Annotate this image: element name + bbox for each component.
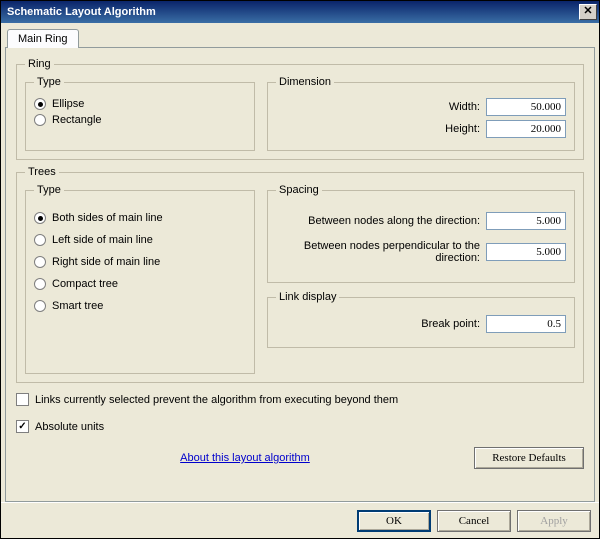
trees-smart-label: Smart tree	[52, 300, 103, 312]
link-display-group: Link display Break point: 0.5	[267, 291, 575, 348]
ring-type-legend: Type	[34, 76, 64, 88]
ring-type-rectangle-option[interactable]: Rectangle	[34, 114, 246, 126]
break-point-input[interactable]: 0.5	[486, 315, 566, 333]
close-button[interactable]: ✕	[579, 4, 597, 20]
height-input[interactable]: 20.000	[486, 120, 566, 138]
dialog-window: Schematic Layout Algorithm ✕ Main Ring R…	[0, 0, 600, 539]
radio-icon	[34, 98, 46, 110]
ring-dimension-group: Dimension Width: 50.000 Height: 20.000	[267, 76, 575, 151]
absolute-checkbox-row[interactable]: Absolute units	[16, 420, 584, 433]
spacing-along-label: Between nodes along the direction:	[276, 215, 486, 227]
radio-icon	[34, 114, 46, 126]
width-input[interactable]: 50.000	[486, 98, 566, 116]
radio-icon	[34, 212, 46, 224]
trees-type-legend: Type	[34, 184, 64, 196]
link-display-legend: Link display	[276, 291, 339, 303]
trees-type-group: Type Both sides of main line Left side o…	[25, 184, 255, 374]
dialog-body: Main Ring Ring Type Ellipse Rectangle	[1, 23, 599, 502]
ring-type-group: Type Ellipse Rectangle	[25, 76, 255, 151]
panel-footer: About this layout algorithm Restore Defa…	[16, 447, 584, 469]
trees-right-label: Right side of main line	[52, 256, 160, 268]
ring-dimension-legend: Dimension	[276, 76, 334, 88]
trees-left-label: Left side of main line	[52, 234, 153, 246]
checkbox-icon	[16, 420, 29, 433]
apply-button[interactable]: Apply	[517, 510, 591, 532]
spacing-legend: Spacing	[276, 184, 322, 196]
trees-legend: Trees	[25, 166, 59, 178]
break-point-label: Break point:	[276, 318, 486, 330]
about-link[interactable]: About this layout algorithm	[180, 452, 310, 464]
prevent-label: Links currently selected prevent the alg…	[35, 394, 398, 406]
trees-type-left-option[interactable]: Left side of main line	[34, 234, 246, 246]
trees-compact-label: Compact tree	[52, 278, 118, 290]
spacing-perp-label: Between nodes perpendicular to the direc…	[276, 240, 486, 264]
ok-button[interactable]: OK	[357, 510, 431, 532]
radio-icon	[34, 278, 46, 290]
ring-ellipse-label: Ellipse	[52, 98, 84, 110]
trees-type-both-option[interactable]: Both sides of main line	[34, 212, 246, 224]
height-label: Height:	[276, 123, 480, 135]
window-title: Schematic Layout Algorithm	[7, 6, 579, 18]
ring-group: Ring Type Ellipse Rectangle	[16, 58, 584, 160]
ring-type-ellipse-option[interactable]: Ellipse	[34, 98, 246, 110]
trees-type-right-option[interactable]: Right side of main line	[34, 256, 246, 268]
trees-type-smart-option[interactable]: Smart tree	[34, 300, 246, 312]
trees-both-label: Both sides of main line	[52, 212, 163, 224]
cancel-button[interactable]: Cancel	[437, 510, 511, 532]
restore-defaults-button[interactable]: Restore Defaults	[474, 447, 584, 469]
ring-rectangle-label: Rectangle	[52, 114, 102, 126]
radio-icon	[34, 256, 46, 268]
spacing-perp-input[interactable]: 5.000	[486, 243, 566, 261]
tab-main-ring[interactable]: Main Ring	[7, 29, 79, 48]
absolute-label: Absolute units	[35, 421, 104, 433]
radio-icon	[34, 234, 46, 246]
title-bar: Schematic Layout Algorithm ✕	[1, 1, 599, 23]
trees-group: Trees Type Both sides of main line Left …	[16, 166, 584, 383]
width-label: Width:	[276, 101, 480, 113]
trees-type-compact-option[interactable]: Compact tree	[34, 278, 246, 290]
spacing-group: Spacing Between nodes along the directio…	[267, 184, 575, 283]
prevent-checkbox-row[interactable]: Links currently selected prevent the alg…	[16, 393, 584, 406]
ring-legend: Ring	[25, 58, 54, 70]
checkbox-icon	[16, 393, 29, 406]
radio-icon	[34, 300, 46, 312]
spacing-along-input[interactable]: 5.000	[486, 212, 566, 230]
tab-panel: Ring Type Ellipse Rectangle	[5, 47, 595, 502]
button-bar: OK Cancel Apply	[1, 502, 599, 538]
tab-strip: Main Ring	[5, 27, 595, 47]
